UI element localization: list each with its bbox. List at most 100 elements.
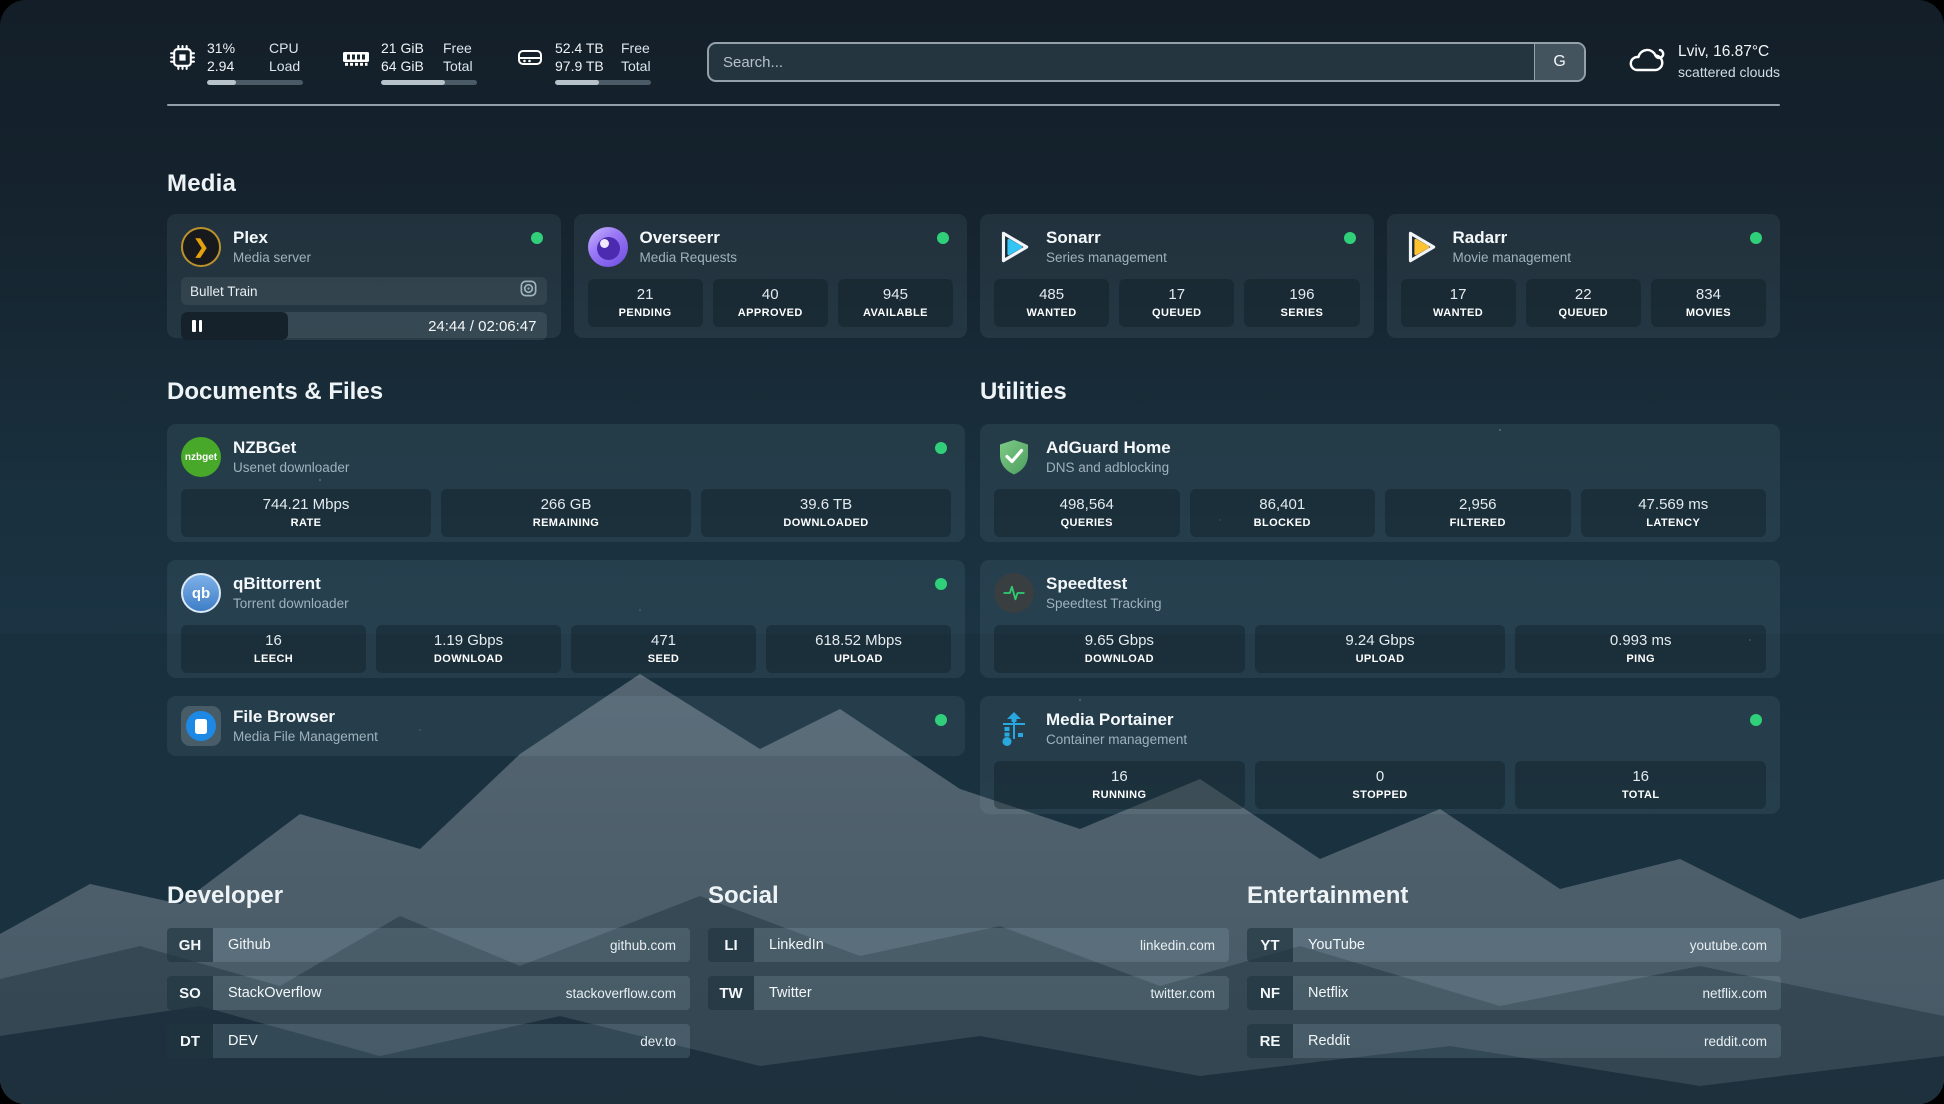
bookmark-url: twitter.com [1150, 985, 1215, 1001]
stat-rate: 744.21 Mbps RATE [181, 489, 431, 537]
bookmark-url: github.com [609, 937, 676, 953]
service-card-radarr[interactable]: Radarr Movie management 17 WANTED 22 QUEUE… [1386, 214, 1780, 338]
stat-leech: 16 LEECH [181, 625, 366, 673]
service-card-adguard[interactable]: AdGuard Home DNS and adblocking 498,564 Q… [980, 424, 1780, 542]
top-bar: 31% 2.94 CPU Load [167, 38, 1780, 86]
service-card-filebrowser[interactable]: File Browser Media File Management [167, 696, 965, 756]
stat-upload: 618.52 Mbps UPLOAD [766, 625, 951, 673]
memory-total-label: Total [443, 58, 473, 74]
pause-button[interactable] [181, 312, 288, 340]
memory-icon [341, 44, 371, 70]
weather-widget: Lviv, 16.87°C scattered clouds [1626, 42, 1780, 82]
service-title: qBittorrent [233, 574, 321, 594]
bookmark-row-linkedin[interactable]: LI LinkedIn linkedin.com [708, 928, 1229, 962]
search-input[interactable] [709, 44, 1535, 80]
topbar-divider [167, 104, 1780, 106]
status-dot [937, 232, 949, 244]
service-card-sonarr[interactable]: Sonarr Series management 485 WANTED 17 QUE… [980, 214, 1374, 338]
bookmark-abbr: RE [1247, 1024, 1293, 1058]
service-card-portainer[interactable]: Media Portainer Container management 16 R… [980, 696, 1780, 814]
status-dot [1750, 232, 1762, 244]
stat-ping: 0.993 ms PING [1515, 625, 1767, 673]
service-title: NZBGet [233, 438, 297, 458]
stat-upload: 9.24 Gbps UPLOAD [1254, 625, 1506, 673]
disk-free-label: Free [621, 39, 650, 56]
cpu-icon [167, 44, 197, 71]
disk-progress-bar [555, 80, 651, 86]
service-subtitle: Movie management [1452, 250, 1572, 266]
documents-column: Documents & Files nzbget NZBGet Usenet d… [167, 378, 965, 814]
bookmark-group-entertainment: Entertainment YT YouTube youtube.com NF … [1247, 882, 1781, 1058]
service-subtitle: Media server [233, 250, 312, 266]
bookmark-url: dev.to [640, 1033, 676, 1049]
bookmark-name: DEV [228, 1033, 258, 1049]
bookmark-url: netflix.com [1702, 985, 1767, 1001]
stat-downloaded: 39.6 TB DOWNLOADED [701, 489, 951, 537]
service-subtitle: Speedtest Tracking [1046, 596, 1162, 612]
bookmark-row-twitter[interactable]: TW Twitter twitter.com [708, 976, 1229, 1010]
bookmark-row-youtube[interactable]: YT YouTube youtube.com [1247, 928, 1781, 962]
service-title: File Browser [233, 707, 336, 727]
bookmark-row-reddit[interactable]: RE Reddit reddit.com [1247, 1024, 1781, 1058]
filebrowser-icon [181, 706, 221, 746]
radarr-icon [1401, 227, 1441, 267]
bookmark-abbr: LI [708, 928, 754, 962]
bookmark-row-stackoverflow[interactable]: SO StackOverflow stackoverflow.com [167, 976, 690, 1010]
search-provider-button[interactable]: G [1534, 44, 1585, 80]
stat-stopped: 0 STOPPED [1254, 761, 1506, 809]
service-subtitle: Torrent downloader [233, 596, 349, 612]
bookmark-name: StackOverflow [228, 985, 322, 1001]
memory-total-value: 64 GiB [381, 58, 424, 74]
cpu-usage-value: 31% [207, 39, 236, 56]
service-subtitle: Container management [1046, 732, 1188, 748]
cpu-stat-group: 31% 2.94 CPU Load [167, 39, 315, 86]
service-card-qbittorrent[interactable]: qb qBittorrent Torrent downloader 16 LEEC… [167, 560, 965, 678]
service-title: Overseerr [639, 228, 720, 248]
status-dot [530, 232, 543, 244]
stat-filtered: 2,956 FILTERED [1385, 489, 1571, 537]
bookmark-group-developer: Developer GH Github github.com SO StackO… [167, 882, 690, 1058]
section-heading-media: Media [167, 170, 237, 197]
nzbget-icon: nzbget [181, 437, 221, 477]
service-card-plex[interactable]: ❯ Plex Media server Bullet Train [167, 214, 561, 340]
status-dot [935, 714, 947, 726]
stat-pending: 21 PENDING [587, 279, 703, 327]
player-time: 24:44 / 02:06:47 [428, 317, 537, 335]
service-title: Speedtest [1046, 574, 1128, 594]
section-heading-social: Social [708, 882, 779, 909]
service-subtitle: Media File Management [233, 729, 378, 745]
portainer-icon [994, 709, 1034, 749]
stat-total: 16 TOTAL [1515, 761, 1767, 809]
stat-running: 16 RUNNING [994, 761, 1245, 809]
bookmark-abbr: SO [167, 976, 213, 1010]
service-card-nzbget[interactable]: nzbget NZBGet Usenet downloader 744.21 M… [167, 424, 965, 542]
service-card-speedtest[interactable]: Speedtest Speedtest Tracking 9.65 Gbps DO… [980, 560, 1780, 678]
bookmark-row-github[interactable]: GH Github github.com [167, 928, 690, 962]
service-card-overseerr[interactable]: Overseerr Media Requests 21 PENDING 40 APP… [573, 214, 967, 338]
disk-stat-group: 52.4 TB 97.9 TB Free Total [515, 39, 667, 86]
overseerr-icon [587, 227, 628, 267]
bookmark-abbr: GH [167, 928, 213, 962]
cast-icon [519, 279, 538, 303]
bookmark-url: youtube.com [1689, 937, 1767, 953]
stat-seed: 471 SEED [571, 625, 756, 673]
bookmark-row-dev[interactable]: DT DEV dev.to [167, 1024, 690, 1058]
bookmark-name: LinkedIn [769, 937, 824, 953]
bookmark-name: Github [228, 937, 271, 953]
status-dot [1750, 714, 1762, 726]
service-subtitle: DNS and adblocking [1046, 460, 1170, 476]
cpu-progress-bar [207, 80, 303, 86]
utilities-column: Utilities [980, 378, 1780, 814]
bookmark-abbr: YT [1247, 928, 1293, 962]
section-heading-utilities: Utilities [980, 378, 1067, 405]
service-subtitle: Usenet downloader [233, 460, 350, 476]
status-dot [935, 442, 947, 454]
bookmark-row-netflix[interactable]: NF Netflix netflix.com [1247, 976, 1781, 1010]
search-bar: G [707, 42, 1587, 82]
stat-blocked: 86,401 BLOCKED [1189, 489, 1375, 537]
stat-wanted: 17 WANTED [1400, 279, 1516, 327]
stat-download: 9.65 Gbps DOWNLOAD [994, 625, 1245, 673]
stat-latency: 47.569 ms LATENCY [1580, 489, 1766, 537]
section-heading-entertainment: Entertainment [1247, 882, 1409, 909]
status-dot [1343, 232, 1356, 244]
